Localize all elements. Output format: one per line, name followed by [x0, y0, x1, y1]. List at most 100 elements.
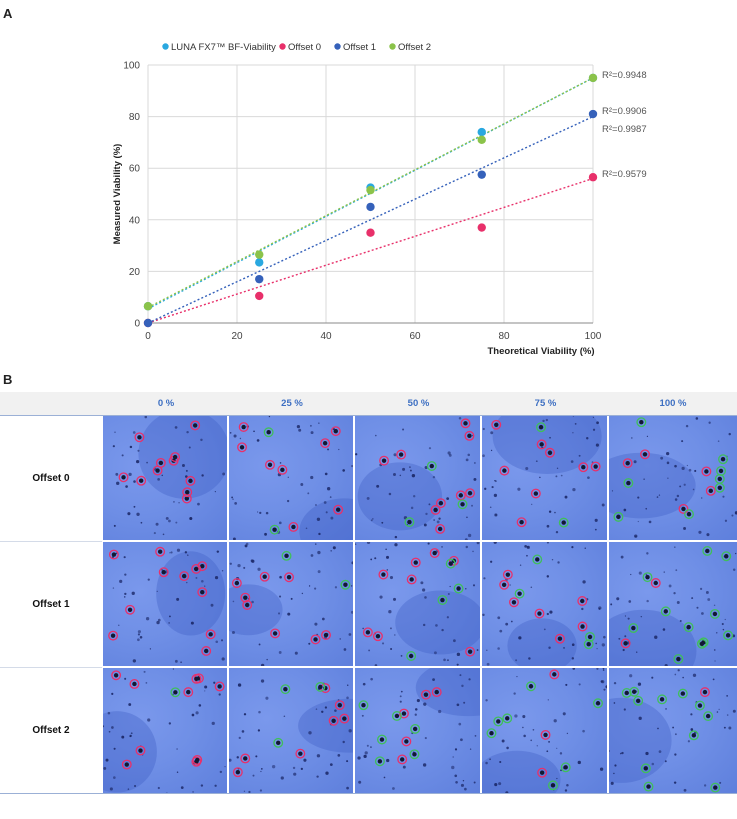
dead-cell-marker [265, 459, 275, 470]
chart-legend: LUNA FX7™ BF-Viability Offset 0 Offset 1 Of… [162, 42, 431, 53]
data-point-series-2 [143, 318, 153, 328]
debris-speck [528, 657, 531, 660]
debris-speck [393, 472, 396, 476]
debris-speck [330, 550, 332, 552]
debris-speck [559, 752, 563, 755]
live-cell-body [725, 633, 731, 638]
debris-speck [489, 506, 492, 509]
debris-speck [292, 766, 296, 770]
debris-speck [548, 741, 550, 743]
dead-cell-body [138, 748, 143, 753]
debris-speck [485, 699, 488, 702]
live-cell-marker [409, 749, 420, 760]
dead-cell-marker [277, 464, 288, 475]
dead-cell-marker [499, 579, 510, 590]
live-cell-marker [263, 427, 274, 438]
debris-speck [714, 660, 716, 662]
debris-speck [178, 502, 180, 504]
live-cell-body [361, 703, 366, 708]
live-cell-body [266, 430, 271, 435]
x-axis-title: Theoretical Viability (%) [488, 346, 595, 357]
debris-speck [619, 752, 622, 755]
debris-speck [323, 501, 327, 504]
debris-speck [176, 771, 179, 773]
debris-speck [464, 538, 468, 540]
dead-cell-marker [197, 587, 208, 598]
debris-speck [237, 683, 242, 687]
dead-cell-marker [499, 465, 510, 476]
debris-speck [256, 439, 260, 442]
live-cell-body [663, 609, 668, 614]
debris-speck [627, 617, 630, 620]
debris-speck [329, 763, 333, 767]
dead-cell-marker [179, 571, 190, 582]
cell-image [357, 668, 480, 791]
debris-speck [374, 557, 377, 560]
cell-image [482, 416, 605, 534]
debris-speck [140, 521, 143, 524]
debris-speck [494, 479, 496, 482]
debris-speck [473, 781, 476, 784]
background-shading [492, 416, 602, 475]
debris-speck [243, 713, 247, 716]
debris-speck [232, 537, 236, 540]
dead-cell-body [381, 572, 386, 577]
debris-speck [173, 501, 175, 503]
debris-speck [482, 427, 485, 431]
debris-speck [688, 468, 692, 472]
debris-speck [476, 542, 480, 545]
dead-cell-marker [537, 767, 548, 778]
debris-speck [200, 438, 203, 442]
live-cell-marker [391, 711, 402, 721]
debris-speck [722, 495, 725, 498]
dead-cell-marker [502, 569, 513, 580]
dead-cell-marker [554, 633, 565, 644]
dead-cell-marker [310, 634, 321, 645]
debris-speck [370, 677, 373, 681]
debris-speck [130, 732, 133, 735]
live-cell-marker [593, 698, 603, 709]
dead-cell-body [708, 488, 713, 494]
debris-speck [673, 781, 677, 784]
debris-speck [582, 580, 586, 584]
debris-speck [224, 765, 226, 768]
debris-speck [243, 566, 246, 569]
dead-cell-body [539, 442, 544, 447]
live-cell-marker [718, 454, 728, 465]
dead-cell-body [539, 770, 545, 775]
dead-cell-marker [125, 604, 136, 615]
dead-cell-body [184, 496, 190, 501]
debris-speck [174, 659, 178, 663]
debris-speck [683, 788, 687, 792]
live-cell-marker [623, 478, 634, 488]
dead-cell-body [409, 577, 414, 582]
r2-label-series-0: R²=0.9948 [602, 70, 647, 81]
debris-speck [566, 784, 569, 787]
debris-speck [114, 431, 116, 433]
debris-speck [260, 679, 265, 683]
debris-speck [645, 751, 649, 756]
debris-speck [677, 669, 680, 672]
debris-speck [133, 480, 136, 483]
debris-speck [334, 586, 338, 589]
debris-speck [602, 669, 605, 671]
dead-cell-body [653, 580, 658, 586]
debris-speck [618, 637, 621, 640]
debris-speck [308, 731, 312, 735]
debris-speck [257, 567, 261, 571]
x-tick-label: 80 [498, 331, 510, 342]
dead-cell-marker [640, 449, 650, 460]
debris-speck [665, 707, 667, 710]
debris-speck [149, 648, 152, 650]
debris-speck [400, 690, 403, 693]
dead-cell-body [185, 490, 190, 495]
background-shading [357, 462, 443, 531]
debris-speck [366, 496, 370, 500]
live-cell-body [680, 691, 686, 696]
debris-speck [216, 550, 220, 553]
dead-cell-marker [321, 630, 331, 640]
debris-speck [707, 598, 711, 601]
debris-speck [562, 712, 566, 716]
debris-speck [643, 478, 645, 480]
debris-speck [127, 788, 130, 790]
